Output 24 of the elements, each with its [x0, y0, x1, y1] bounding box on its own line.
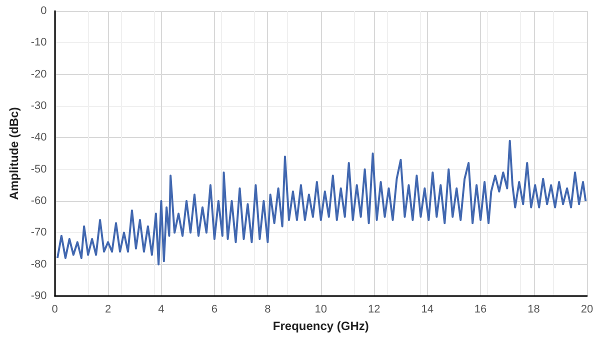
x-tick-label: 14: [421, 304, 434, 316]
line-series: [56, 140, 587, 266]
y-tick-label: -10: [30, 36, 47, 49]
y-tick-label: -80: [30, 258, 47, 270]
x-axis-title: Frequency (GHz): [272, 319, 369, 333]
x-tick-label: 2: [104, 304, 112, 316]
y-tick-label: -60: [30, 195, 47, 207]
y-tick-label: 0: [40, 5, 47, 17]
y-tick-label: -40: [30, 132, 47, 144]
x-tick-label: 6: [211, 304, 218, 316]
x-tick-label: 20: [580, 304, 594, 316]
y-tick-label: -20: [30, 68, 47, 80]
y-tick-label: -90: [30, 290, 47, 302]
x-tick-label: 4: [158, 304, 164, 316]
x-tick-label: 12: [368, 304, 380, 316]
x-tick-label: 10: [314, 304, 328, 316]
y-tick-label: -70: [30, 226, 47, 239]
x-tick-label: 0: [52, 304, 58, 316]
y-axis-title: Amplitude (dBc): [7, 107, 21, 200]
x-tick-label: 8: [264, 304, 271, 316]
x-tick-label: 16: [474, 304, 487, 316]
x-tick-label: 18: [528, 304, 540, 316]
y-tick-label: -50: [30, 163, 47, 176]
y-tick-label: -30: [30, 100, 47, 112]
